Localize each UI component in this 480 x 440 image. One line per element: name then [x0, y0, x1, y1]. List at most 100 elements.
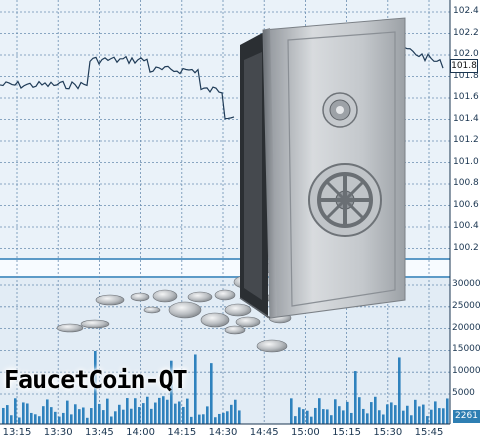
volume-bar — [238, 410, 241, 424]
volume-bar — [298, 407, 301, 424]
volume-bar — [358, 397, 361, 424]
volume-bar — [154, 402, 157, 424]
volume-bar — [70, 414, 73, 424]
volume-bar — [46, 399, 49, 424]
volume-bar — [346, 401, 349, 424]
volume-bar — [186, 398, 189, 424]
volume-bar — [230, 404, 233, 424]
volume-bar — [106, 398, 109, 424]
time-tick-label: 15:30 — [373, 427, 403, 438]
volume-series — [2, 350, 449, 424]
volume-bar — [182, 406, 185, 424]
volume-bar — [74, 404, 77, 424]
volume-bar — [382, 414, 385, 424]
volume-bar — [102, 410, 105, 424]
volume-bar — [42, 406, 45, 424]
volume-bar — [190, 416, 193, 424]
right-axis-panel — [450, 0, 480, 440]
volume-bar — [354, 371, 357, 424]
price-tick-label: 100.2 — [453, 242, 479, 253]
volume-bar — [194, 354, 197, 424]
time-tick-label: 15:45 — [414, 427, 444, 438]
price-tick-label: 101.8 — [453, 70, 479, 81]
price-tick-label: 102.4 — [453, 6, 479, 16]
volume-bar — [306, 410, 309, 424]
volume-bar — [398, 357, 401, 424]
volume-bar — [214, 417, 217, 424]
price-tick-label: 101.2 — [453, 135, 479, 145]
volume-bar — [234, 399, 237, 424]
time-tick-label: 14:30 — [208, 427, 238, 438]
volume-bar — [166, 399, 169, 424]
dial-icon — [322, 92, 358, 128]
volume-bar — [366, 413, 369, 424]
vault-door-icon — [239, 17, 406, 319]
volume-bar — [294, 416, 297, 424]
volume-bar — [430, 409, 433, 424]
volume-bar — [2, 407, 5, 424]
volume-bar — [426, 416, 429, 424]
volume-bar — [146, 396, 149, 424]
volume-bar — [50, 407, 53, 424]
volume-bar — [18, 417, 21, 424]
volume-bar — [210, 363, 213, 424]
volume-bar — [290, 398, 293, 424]
volume-bar — [302, 409, 305, 424]
volume-bar — [158, 397, 161, 424]
volume-bar — [78, 409, 81, 424]
time-tick-label: 14:45 — [249, 427, 279, 438]
volume-bar — [94, 350, 97, 424]
volume-bar — [38, 416, 41, 424]
volume-bar — [422, 404, 425, 424]
volume-bar — [350, 412, 353, 424]
time-tick-label: 14:00 — [126, 427, 156, 438]
volume-bar — [118, 404, 121, 424]
volume-bar — [54, 411, 57, 424]
price-tick-label: 101.0 — [453, 156, 479, 167]
volume-bar — [6, 405, 9, 424]
volume-bar — [202, 414, 205, 424]
volume-bar — [14, 398, 17, 424]
time-tick-label: 15:15 — [332, 427, 362, 438]
volume-bar — [90, 408, 93, 424]
volume-bar — [86, 417, 89, 424]
volume-bar — [66, 400, 69, 424]
volume-bar — [98, 403, 101, 424]
volume-bar — [378, 410, 381, 424]
volume-bar — [26, 403, 29, 424]
price-tick-label: 102.2 — [453, 27, 479, 38]
time-tick-label: 13:45 — [84, 427, 114, 438]
volume-bar — [110, 416, 113, 424]
volume-bar — [206, 406, 209, 424]
volume-bar — [122, 409, 125, 424]
volume-bar — [162, 396, 165, 424]
bottom-axis-panel — [0, 424, 480, 440]
volume-bar — [114, 411, 117, 424]
volume-bar — [126, 398, 129, 424]
price-tick-label: 100.8 — [453, 178, 479, 188]
volume-bar — [334, 399, 337, 424]
volume-tick-label: 5000 — [452, 388, 475, 398]
volume-bar — [374, 396, 377, 424]
volume-bar — [410, 415, 413, 424]
volume-bar — [362, 408, 365, 424]
volume-bar — [222, 412, 225, 424]
volume-tick-label: 30000 — [452, 279, 480, 289]
price-tick-label: 100.4 — [453, 221, 479, 231]
volume-bar — [338, 406, 341, 424]
volume-bar — [130, 408, 133, 424]
volume-bar — [82, 407, 85, 424]
volume-bar — [442, 408, 445, 424]
volume-bar — [62, 412, 65, 424]
volume-bar — [178, 401, 181, 424]
volume-bar — [394, 405, 397, 424]
volume-bar — [318, 398, 321, 424]
volume-bar — [174, 403, 177, 424]
wheel-handle-icon — [308, 163, 382, 237]
price-tick-label: 101.4 — [453, 113, 479, 124]
current-volume-badge: 2261 — [453, 410, 480, 423]
time-tick-label: 13:15 — [2, 427, 32, 438]
volume-bar — [342, 410, 345, 424]
